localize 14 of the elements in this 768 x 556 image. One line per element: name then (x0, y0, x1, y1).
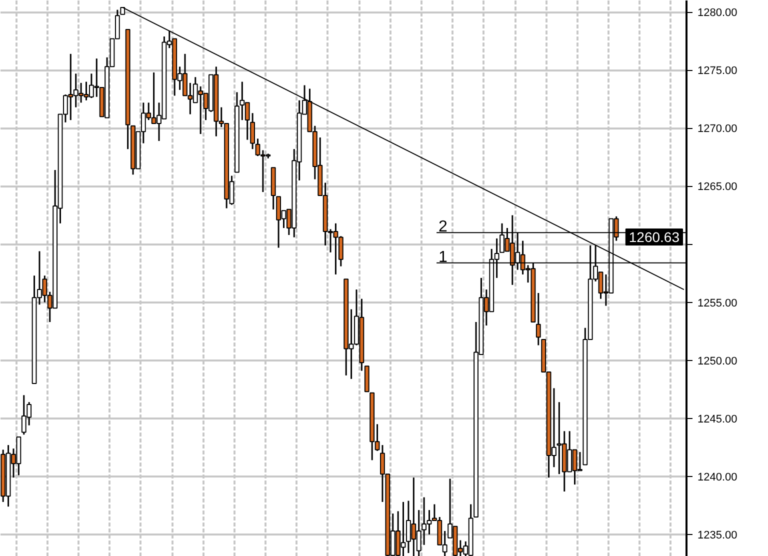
annotation: 1 (438, 248, 448, 266)
candlestick (250, 112, 255, 150)
annotation: 2 (438, 218, 448, 236)
y-tick-label: 1270.00 (698, 123, 738, 136)
y-tick-label: 1275.00 (698, 65, 738, 78)
y-tick-label: 1245.00 (698, 413, 738, 426)
y-tick-label: 1255.00 (698, 297, 738, 310)
candlestick (536, 292, 541, 346)
y-tick-label: 1250.00 (698, 355, 738, 368)
y-tick-label: 1235.00 (698, 529, 738, 542)
y-tick-label: 1240.00 (698, 471, 738, 484)
annotation: 1260.63 (628, 228, 680, 245)
y-tick-label: 1280.00 (698, 7, 738, 20)
y-tick-label: 1265.00 (698, 181, 738, 194)
